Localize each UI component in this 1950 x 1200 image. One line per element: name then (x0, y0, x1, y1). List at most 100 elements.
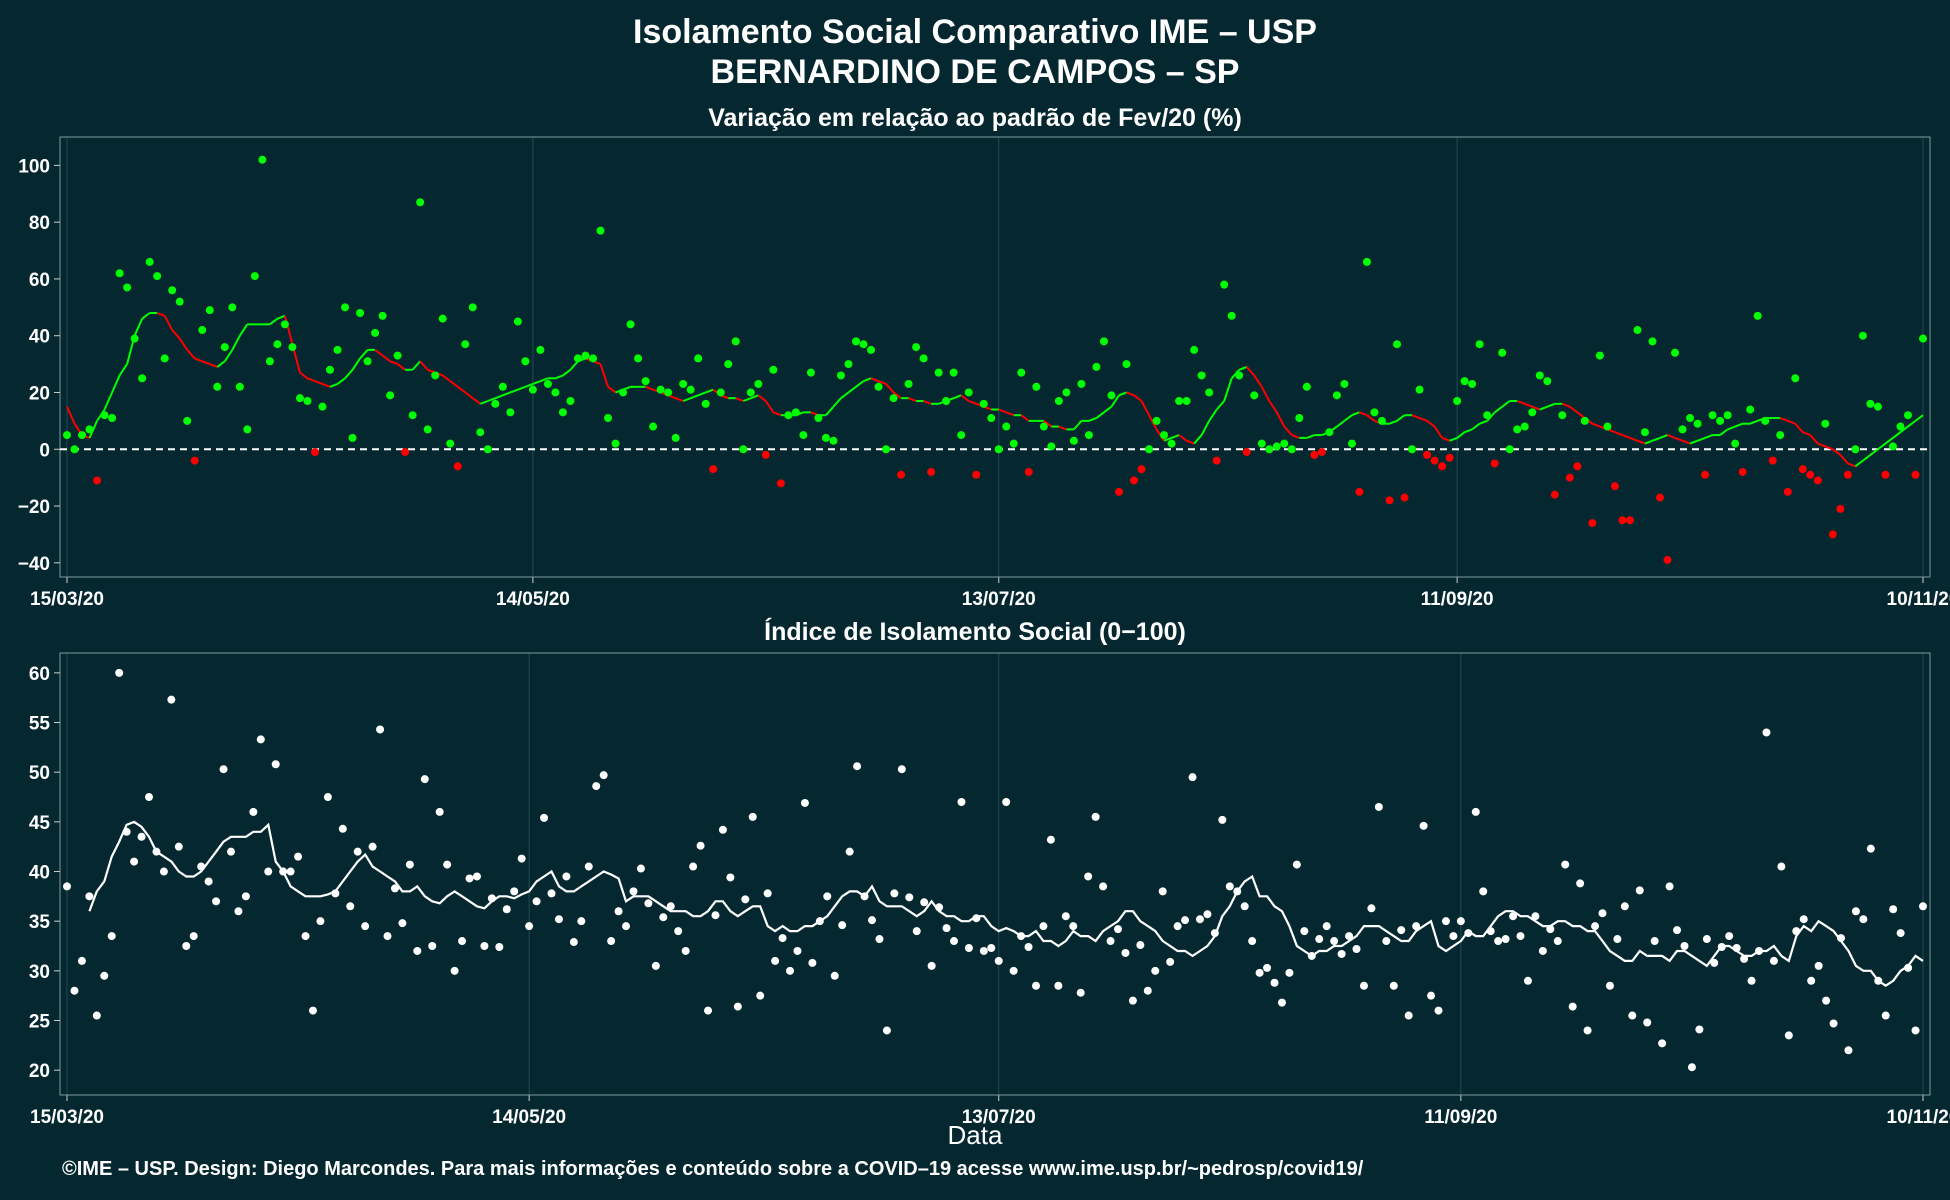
panel2-data-point (1046, 835, 1055, 844)
panel1-trend-segment (607, 386, 617, 394)
panel1-data-point (701, 399, 710, 408)
panel1-data-point (1573, 462, 1582, 471)
panel1-data-point (949, 368, 958, 377)
panel2-data-point (860, 892, 869, 901)
panel1-trend-segment (1637, 439, 1646, 445)
panel1-data-point (1798, 465, 1807, 474)
panel1-trend-segment (1359, 411, 1368, 417)
panel2-data-point (1277, 998, 1286, 1007)
panel2-data-point (1501, 935, 1510, 944)
panel1-data-point (987, 414, 996, 423)
panel1-trend-segment (1531, 405, 1541, 411)
panel1-trend-segment (1253, 374, 1263, 388)
panel2-data-point (607, 937, 616, 946)
panel1-data-point (408, 411, 417, 420)
panel1-data-point (108, 414, 117, 423)
panel1-y-tick-label: −40 (18, 554, 50, 575)
panel1-data-point (371, 328, 380, 337)
panel2-data-point (696, 841, 705, 850)
panel2-data-point (390, 884, 399, 893)
panel1-trend-segment (953, 394, 962, 400)
panel2-data-point (1859, 915, 1868, 924)
panel2-y-tick-label: 45 (29, 813, 51, 834)
panel1-trend-segment (223, 349, 234, 362)
panel1-data-point (1280, 439, 1289, 448)
panel2-data-point (592, 782, 601, 791)
panel1-data-point (356, 309, 365, 317)
panel1-trend-segment (1186, 439, 1195, 445)
panel1-trend-segment (1734, 422, 1744, 428)
panel2-data-point (107, 932, 116, 941)
panel1-trend-segment (1839, 454, 1849, 465)
panel2-data-point (733, 1002, 742, 1011)
panel1-data-point (912, 343, 921, 352)
panel1-data-point (694, 354, 703, 363)
panel2-data-point (823, 892, 832, 901)
panel1-trend-segment (307, 377, 316, 383)
panel2-data-point (420, 775, 429, 784)
panel1-data-point (1866, 399, 1875, 408)
panel1-data-point (1903, 411, 1912, 420)
panel2-data-point (189, 932, 198, 941)
panel2-data-point (689, 862, 698, 871)
panel1-trend-segment (502, 391, 511, 397)
panel1-trend-segment (1854, 459, 1864, 468)
panel2-y-tick-label: 25 (29, 1012, 51, 1033)
panel1-trend-segment (1494, 405, 1503, 414)
panel1-data-point (1453, 397, 1462, 405)
panel1-x-tick-label: 15/03/20 (30, 589, 104, 610)
panel2-data-point (182, 942, 191, 951)
panel2-data-point (711, 911, 720, 920)
panel2-data-point (316, 917, 325, 926)
panel1-trend-segment (314, 380, 323, 385)
panel2-data-point (1017, 932, 1026, 941)
panel2-data-point (1814, 961, 1823, 970)
panel2-data-point (368, 842, 377, 851)
panel1-trend-segment (133, 318, 144, 337)
panel2-data-point (1538, 946, 1547, 955)
panel1-data-point (1776, 431, 1785, 440)
panel2-data-point (1762, 728, 1771, 737)
panel1-trend-segment (1020, 414, 1030, 422)
panel2-data-point (1456, 917, 1465, 926)
panel2-data-point (1874, 976, 1883, 985)
panel1-data-point (1032, 382, 1041, 391)
panel1-data-point (709, 465, 718, 474)
panel2-data-point (1061, 912, 1070, 921)
panel1-data-point (243, 425, 252, 434)
panel1-x-tick-label: 13/07/20 (962, 589, 1036, 610)
panel1-trend-segment (892, 391, 902, 399)
panel1-y-tick-label: −20 (18, 497, 50, 518)
panel2-data-point (1374, 802, 1383, 811)
panel2-data-point (1225, 882, 1234, 891)
panel2-data-point (1494, 937, 1503, 946)
panel1-data-point (1603, 422, 1612, 431)
panel1-trend-segment (1171, 434, 1180, 439)
panel1-data-point (220, 343, 229, 352)
panel2-y-tick-label: 60 (29, 664, 50, 685)
panel2-data-point (100, 971, 109, 980)
panel2-data-point (659, 913, 668, 922)
panel2-data-point (1441, 917, 1450, 926)
panel1-trend-segment (1674, 436, 1683, 442)
panel1-data-point (446, 439, 455, 448)
panel2-data-point (1583, 1026, 1592, 1035)
panel1-trend-segment (1847, 462, 1856, 468)
panel1-data-point (1197, 371, 1206, 380)
panel2-data-point (1143, 986, 1152, 995)
panel1-trend-segment (1260, 386, 1271, 402)
panel2-data-point (1486, 927, 1495, 936)
panel1-data-point (1648, 337, 1657, 346)
panel1-data-point (250, 272, 259, 281)
panel1-data-point (1310, 450, 1319, 459)
panel2-x-tick-label: 10/11/20 (1887, 1107, 1950, 1128)
panel2-data-point (756, 991, 765, 1000)
panel1-x-tick-label: 11/09/20 (1421, 589, 1494, 610)
panel1-trend-segment (1126, 391, 1135, 397)
panel2-data-point (383, 932, 392, 941)
panel1-trend-segment (1148, 414, 1158, 430)
panel1-data-point (1054, 397, 1063, 405)
panel1-data-point (979, 399, 988, 408)
